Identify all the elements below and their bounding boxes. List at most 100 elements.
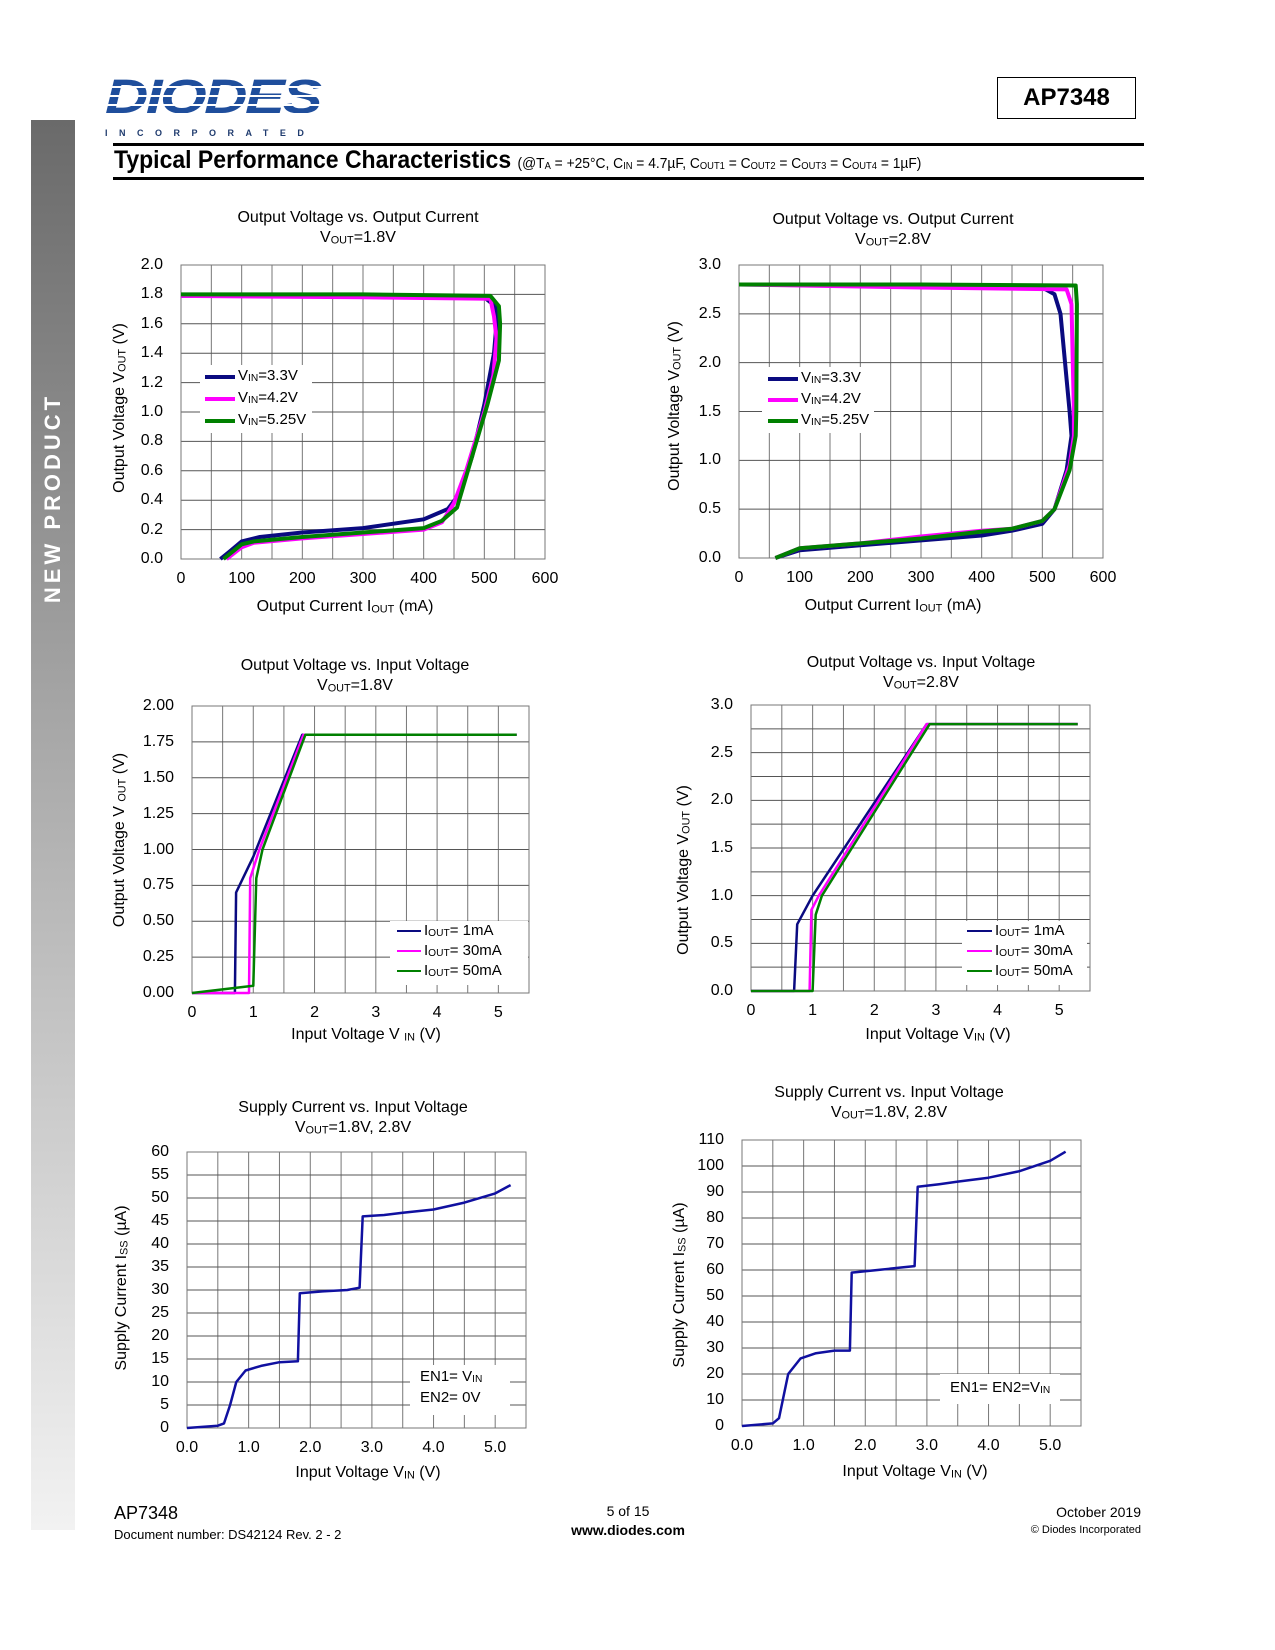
y-tick-label: 15 — [151, 1350, 169, 1367]
legend-label: VIN=3.3V — [238, 367, 298, 385]
y-tick-label: 0 — [715, 1417, 724, 1434]
chart-4 — [750, 704, 1091, 993]
y-tick-label: 1.50 — [142, 768, 174, 786]
annotation-text: EN1= VIN — [420, 1368, 483, 1386]
y-tick-label: 0.0 — [698, 549, 721, 566]
x-tick-label: 3 — [371, 1004, 381, 1021]
y-tick-label: 0.00 — [142, 984, 174, 1001]
footer-date: October 2019 — [1056, 1504, 1141, 1520]
y-tick-label: 1.5 — [710, 839, 733, 856]
chart-2 — [738, 264, 1104, 560]
x-tick-label: 600 — [1089, 569, 1117, 586]
y-tick-label: 0.25 — [142, 948, 174, 966]
chart-subtitle: VOUT=1.8V — [317, 677, 393, 695]
footer-part: AP7348 — [114, 1503, 179, 1523]
footer-website-link[interactable]: www.diodes.com — [571, 1522, 685, 1538]
legend-swatch — [205, 375, 235, 379]
y-tick-label: 100 — [697, 1157, 724, 1174]
legend-label: IOUT= 50mA — [424, 962, 502, 980]
logo-text: DIODES — [105, 70, 368, 126]
x-tick-label: 1 — [248, 1004, 258, 1021]
legend-swatch — [205, 397, 235, 401]
y-tick-label: 0 — [160, 1419, 169, 1436]
y-tick-label: 0.50 — [142, 912, 174, 930]
x-tick-label: 0 — [746, 1002, 756, 1019]
x-tick-label: 2.0 — [854, 1437, 877, 1454]
x-tick-label: 5 — [1054, 1002, 1064, 1019]
x-tick-label: 4.0 — [422, 1439, 445, 1456]
y-tick-label: 60 — [151, 1143, 169, 1160]
y-tick-label: 2.0 — [710, 791, 733, 809]
y-tick-label: 40 — [151, 1235, 169, 1252]
y-tick-label: 1.8 — [140, 285, 163, 303]
x-tick-label: 4 — [432, 1004, 442, 1021]
y-tick-label: 1.75 — [142, 732, 174, 750]
chart-5 — [186, 1151, 527, 1430]
y-axis-label: Supply Current ISS (µA) — [113, 1205, 131, 1371]
chart-title: Supply Current vs. Input Voltage VOUT=1.8… — [238, 1098, 467, 1138]
x-tick-label: 0.0 — [175, 1439, 199, 1456]
chart-1 — [180, 264, 546, 561]
y-tick-label: 2.0 — [140, 256, 163, 273]
x-tick-label: 5.0 — [1039, 1437, 1062, 1454]
x-axis-label: Input Voltage VIN (V) — [842, 1463, 988, 1481]
part-number-box: AP7348 — [997, 77, 1136, 119]
x-tick-label: 0.0 — [730, 1437, 754, 1454]
plot-frame — [741, 1139, 1082, 1427]
y-tick-label: 0.5 — [710, 934, 733, 952]
y-tick-label: 1.0 — [140, 403, 163, 420]
y-tick-label: 1.25 — [142, 804, 174, 822]
y-tick-label: 0.4 — [140, 491, 163, 509]
series-line — [741, 1150, 1067, 1428]
y-tick-label: 35 — [151, 1258, 169, 1275]
x-tick-label: 4.0 — [977, 1437, 1000, 1454]
y-tick-label: 0.0 — [140, 550, 163, 567]
y-tick-label: 3.0 — [698, 256, 721, 273]
x-tick-label: 0 — [187, 1004, 197, 1021]
chart-title-text: Output Voltage vs. Output Current — [237, 209, 479, 226]
annotation-box — [940, 1374, 1060, 1404]
chart-title-text: Output Voltage vs. Input Voltage — [806, 654, 1036, 671]
y-tick-label: 1.0 — [698, 451, 721, 469]
y-tick-label: 1.0 — [710, 886, 733, 904]
plot-frame — [180, 264, 546, 560]
legend-label: VIN=5.25V — [238, 411, 307, 429]
x-tick-label: 600 — [531, 570, 559, 587]
bottom-rule — [113, 177, 1144, 180]
x-axis-label: Input Voltage VIN (V) — [295, 1464, 441, 1482]
legend-label: IOUT= 50mA — [995, 962, 1073, 980]
y-tick-label: 3.0 — [710, 696, 733, 713]
x-tick-label: 5.0 — [484, 1439, 507, 1456]
y-tick-label: 40 — [706, 1313, 724, 1330]
x-tick-label: 100 — [786, 569, 814, 586]
chart-subtitle: VOUT=1.8V, 2.8V — [294, 1119, 412, 1137]
y-tick-label: 2.0 — [698, 353, 721, 371]
chart-title: Output Voltage vs. Input Voltage VOUT=2.8… — [807, 653, 1036, 693]
chart-title: Output Voltage vs. Output Current VOUT=2.… — [772, 210, 1013, 250]
legend-label: VIN=4.2V — [238, 389, 298, 407]
test-conditions: (@TA = +25°C, CIN = 4.7µF, COUT1 = COUT2… — [517, 155, 922, 173]
x-tick-label: 1 — [808, 1002, 818, 1019]
series-line — [186, 1183, 512, 1430]
chart-title-text: Output Voltage vs. Input Voltage — [240, 657, 470, 674]
y-tick-label: 10 — [706, 1391, 724, 1408]
footer-copyright: © Diodes Incorporated — [1030, 1524, 1141, 1536]
x-axis-label: Output Current IOUT (mA) — [256, 598, 434, 616]
x-tick-label: 100 — [228, 570, 256, 587]
legend-swatch — [397, 950, 421, 952]
logo-subtext: INCORPORATED — [105, 128, 316, 138]
x-axis-label: Output Current IOUT (mA) — [804, 597, 982, 615]
y-tick-label: 50 — [706, 1287, 724, 1304]
legend-label: VIN=4.2V — [801, 390, 861, 408]
y-axis-label: Output Voltage VOUT (V) — [675, 785, 693, 955]
x-tick-label: 500 — [1028, 569, 1056, 586]
y-axis-label: Output Voltage VOUT (V) — [666, 321, 684, 491]
new-product-sidebar: NEW PRODUCT — [31, 120, 75, 1530]
y-axis-label: Output Voltage VOUT (V) — [111, 323, 129, 493]
annotation-box — [410, 1365, 510, 1415]
y-tick-label: 20 — [706, 1365, 724, 1382]
legend-label: VIN=3.3V — [801, 369, 861, 387]
y-axis-label: Output Voltage V OUT (V) — [111, 752, 129, 928]
y-tick-label: 60 — [706, 1261, 724, 1278]
